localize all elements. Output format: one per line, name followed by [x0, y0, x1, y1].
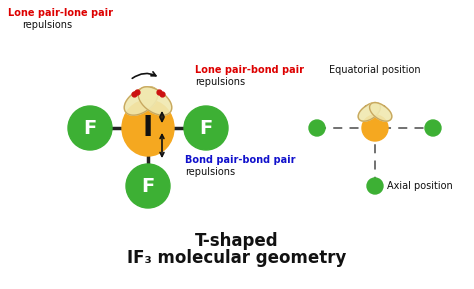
Text: repulsions: repulsions: [22, 20, 72, 30]
Polygon shape: [138, 87, 172, 115]
Circle shape: [425, 120, 441, 136]
Text: Lone pair-bond pair: Lone pair-bond pair: [195, 65, 304, 75]
Text: repulsions: repulsions: [195, 77, 245, 87]
Text: Bond pair-bond pair: Bond pair-bond pair: [185, 155, 295, 165]
FancyArrowPatch shape: [160, 113, 164, 121]
Text: T-shaped: T-shaped: [195, 232, 279, 250]
Ellipse shape: [122, 100, 174, 156]
Text: I: I: [143, 114, 153, 142]
Circle shape: [68, 106, 112, 150]
Circle shape: [126, 164, 170, 208]
Circle shape: [362, 115, 388, 141]
Circle shape: [309, 120, 325, 136]
FancyArrowPatch shape: [160, 135, 164, 156]
Text: Lone pair-lone pair: Lone pair-lone pair: [8, 8, 113, 18]
Text: repulsions: repulsions: [185, 167, 235, 177]
Text: IF₃ molecular geometry: IF₃ molecular geometry: [128, 249, 346, 267]
Text: Equatorial position: Equatorial position: [329, 65, 421, 75]
Polygon shape: [124, 87, 158, 115]
Circle shape: [184, 106, 228, 150]
Text: F: F: [200, 118, 213, 138]
Text: F: F: [83, 118, 97, 138]
Text: Axial position: Axial position: [387, 181, 453, 191]
Text: F: F: [141, 177, 155, 195]
Circle shape: [367, 178, 383, 194]
FancyArrowPatch shape: [132, 72, 156, 78]
Polygon shape: [370, 103, 392, 121]
Polygon shape: [358, 103, 381, 121]
